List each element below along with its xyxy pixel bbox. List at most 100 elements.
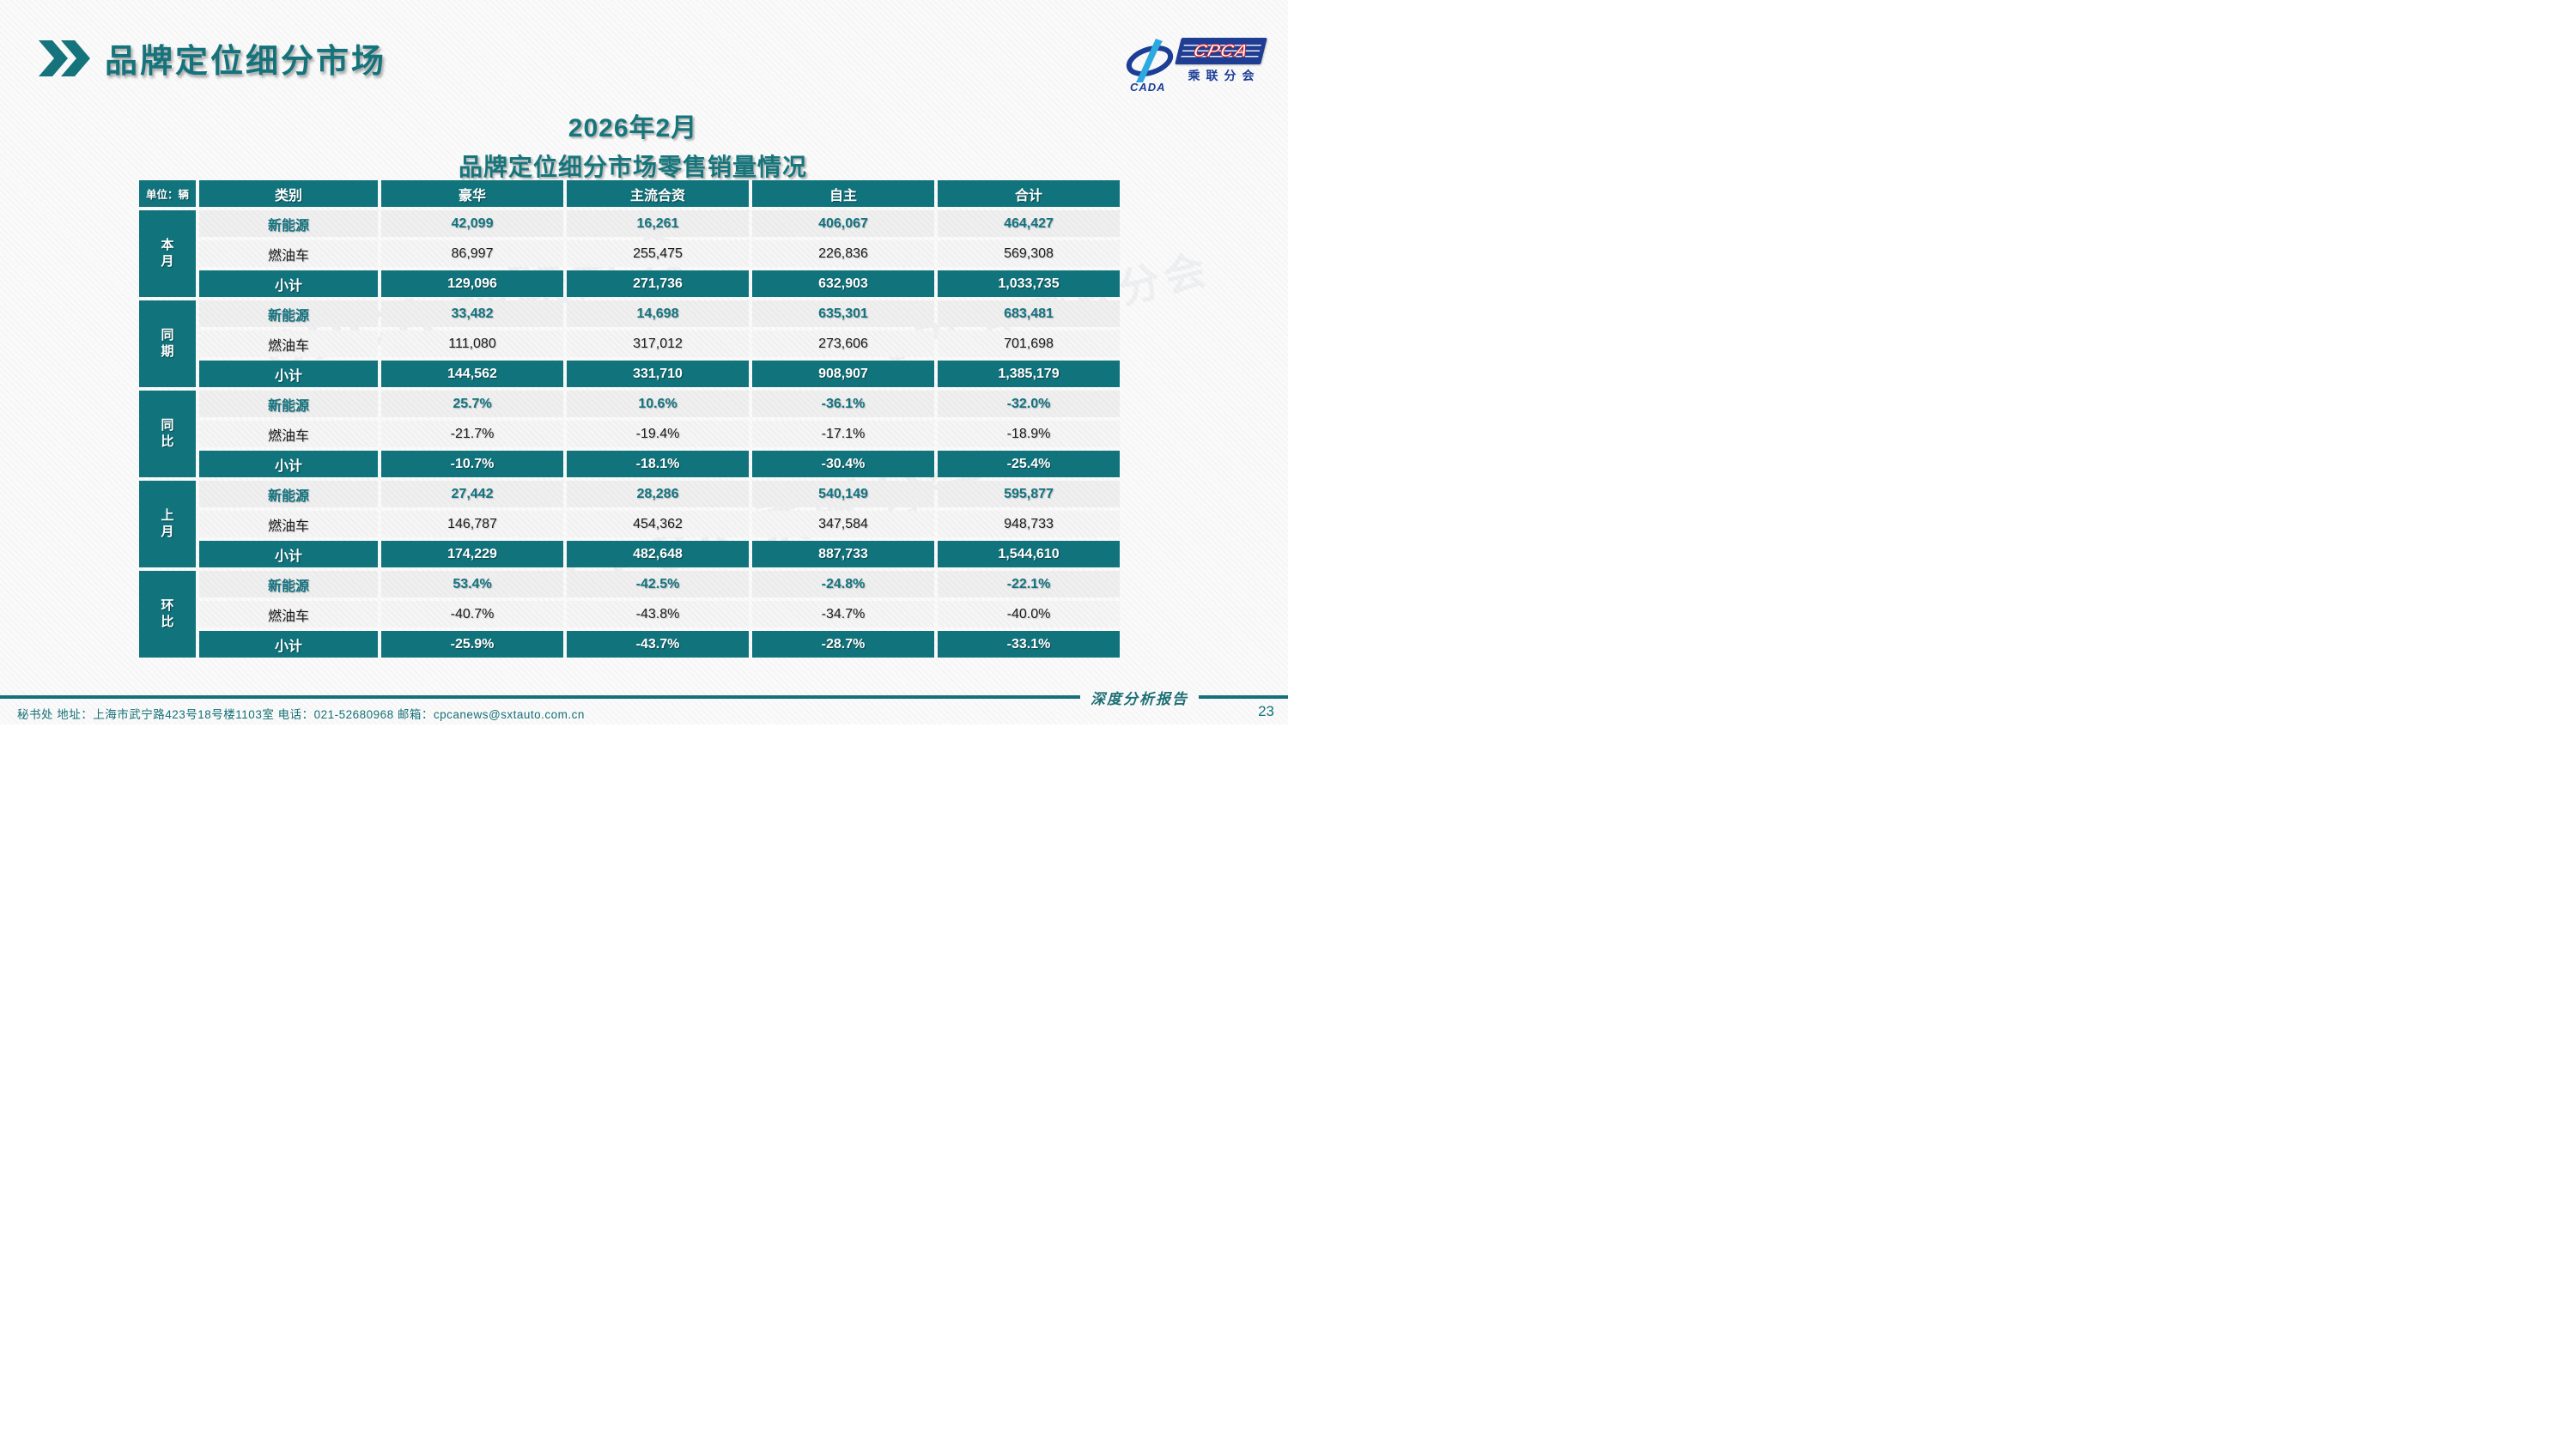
table-cell: 16,261: [567, 210, 749, 237]
table-row: 燃油车 111,080 317,012 273,606 701,698: [139, 330, 1120, 357]
row-label-cell: 小计: [199, 631, 378, 658]
row-label-cell: 新能源: [199, 391, 378, 417]
table-row: 环比 新能源 53.4% -42.5% -24.8% -22.1%: [139, 571, 1120, 658]
table-cell: 887,733: [752, 541, 934, 567]
table-row: 小计 129,096 271,736 632,903 1,033,735: [139, 270, 1120, 297]
cpca-logo: CADA CPCA 乘联分会: [1125, 38, 1267, 93]
table-cell: -18.9%: [938, 421, 1120, 447]
table-cell: -22.1%: [938, 571, 1120, 597]
table-cell: 273,606: [752, 330, 934, 357]
table-cell: 28,286: [567, 481, 749, 507]
footer-rule: 深度分析报告: [0, 690, 1288, 707]
table-cell: 10.6%: [567, 391, 749, 417]
report-subject-title: 品牌定位细分市场零售销量情况: [458, 154, 807, 180]
table-row: 上月 新能源 27,442 28,286 540,149 595,877: [139, 481, 1120, 567]
table-cell: 25.7%: [381, 391, 563, 417]
table-row: 燃油车 -40.7% -43.8% -34.7% -40.0%: [139, 601, 1120, 627]
cpca-subtitle: 乘联分会: [1188, 69, 1261, 82]
table-cell: 53.4%: [381, 571, 563, 597]
table-header-row: 单位：辆 类别 豪华 主流合资 自主 合计: [139, 180, 1120, 207]
sales-table: 单位：辆 类别 豪华 主流合资 自主 合计 本月 新能源 42,099 16,2…: [136, 177, 1123, 661]
row-label-cell: 小计: [199, 361, 378, 387]
table-row: 同比 新能源 25.7% 10.6% -36.1% -32.0%: [139, 391, 1120, 477]
footer-rule-left: [0, 695, 1080, 699]
table-row: 小计 174,229 482,648 887,733 1,544,610: [139, 541, 1120, 567]
cpca-badge: CPCA: [1175, 38, 1267, 64]
footer-rule-right: [1199, 695, 1288, 699]
table-cell: 595,877: [938, 481, 1120, 507]
table-cell: -40.7%: [381, 601, 563, 627]
table-cell: 464,427: [938, 210, 1120, 237]
row-label-cell: 小计: [199, 541, 378, 567]
cada-text: CADA: [1130, 81, 1166, 93]
table-cell: 174,229: [381, 541, 563, 567]
report-type-label: 深度分析报告: [1091, 690, 1188, 707]
table-cell: -28.7%: [752, 631, 934, 658]
table-cell: -21.7%: [381, 421, 563, 447]
row-label-cell: 新能源: [199, 481, 378, 507]
group-label-cell: 同期: [139, 300, 196, 387]
cpca-acronym: CPCA: [1191, 40, 1251, 61]
table-cell: 86,997: [381, 240, 563, 267]
table-cell: 27,442: [381, 481, 563, 507]
table-cell: 347,584: [752, 511, 934, 537]
table-cell: 1,544,610: [938, 541, 1120, 567]
row-label-cell: 燃油车: [199, 601, 378, 627]
table-cell: -42.5%: [567, 571, 749, 597]
table-cell: 111,080: [381, 330, 563, 357]
table-cell: 255,475: [567, 240, 749, 267]
row-label-cell: 燃油车: [199, 421, 378, 447]
column-header: 主流合资: [567, 180, 749, 207]
table-cell: -34.7%: [752, 601, 934, 627]
table-cell: 540,149: [752, 481, 934, 507]
cada-swoosh-icon: CADA: [1126, 39, 1174, 93]
table-cell: 632,903: [752, 270, 934, 297]
table-cell: -17.1%: [752, 421, 934, 447]
table-cell: 144,562: [381, 361, 563, 387]
table-cell: -43.8%: [567, 601, 749, 627]
row-label-cell: 新能源: [199, 571, 378, 597]
double-chevron-icon: [39, 39, 90, 76]
row-label-cell: 燃油车: [199, 240, 378, 267]
table-cell: 406,067: [752, 210, 934, 237]
table-cell: 271,736: [567, 270, 749, 297]
row-label-cell: 燃油车: [199, 511, 378, 537]
table-cell: -24.8%: [752, 571, 934, 597]
row-label-cell: 新能源: [199, 210, 378, 237]
table-cell: -25.4%: [938, 451, 1120, 477]
column-header: 类别: [199, 180, 378, 207]
table-cell: 454,362: [567, 511, 749, 537]
group-label-cell: 环比: [139, 571, 196, 658]
row-label-cell: 小计: [199, 270, 378, 297]
table-cell: 1,033,735: [938, 270, 1120, 297]
table-row: 燃油车 -21.7% -19.4% -17.1% -18.9%: [139, 421, 1120, 447]
table-cell: 948,733: [938, 511, 1120, 537]
table-cell: 317,012: [567, 330, 749, 357]
table-row: 小计 -10.7% -18.1% -30.4% -25.4%: [139, 451, 1120, 477]
table-cell: 226,836: [752, 240, 934, 267]
table-cell: -36.1%: [752, 391, 934, 417]
table-row: 同期 新能源 33,482 14,698 635,301 683,481: [139, 300, 1120, 387]
table-cell: -33.1%: [938, 631, 1120, 658]
footer-contact: 秘书处 地址：上海市武宁路423号18号楼1103室 电话：021-526809…: [17, 708, 585, 721]
table-cell: 146,787: [381, 511, 563, 537]
unit-label: 单位：辆: [139, 180, 196, 207]
table-title-block: 2026年2月 品牌定位细分市场零售销量情况: [136, 106, 1130, 183]
table-cell: -40.0%: [938, 601, 1120, 627]
table-cell: 1,385,179: [938, 361, 1120, 387]
column-header: 豪华: [381, 180, 563, 207]
table-cell: 635,301: [752, 300, 934, 327]
row-label-cell: 小计: [199, 451, 378, 477]
table-cell: 482,648: [567, 541, 749, 567]
row-label-cell: 新能源: [199, 300, 378, 327]
table-cell: 701,698: [938, 330, 1120, 357]
page-number: 23: [1258, 703, 1274, 719]
table-cell: -18.1%: [567, 451, 749, 477]
table-row: 燃油车 146,787 454,362 347,584 948,733: [139, 511, 1120, 537]
table-cell: 14,698: [567, 300, 749, 327]
table-row: 燃油车 86,997 255,475 226,836 569,308: [139, 240, 1120, 267]
column-header: 合计: [938, 180, 1120, 207]
row-label-cell: 燃油车: [199, 330, 378, 357]
table-cell: 683,481: [938, 300, 1120, 327]
table-cell: 33,482: [381, 300, 563, 327]
